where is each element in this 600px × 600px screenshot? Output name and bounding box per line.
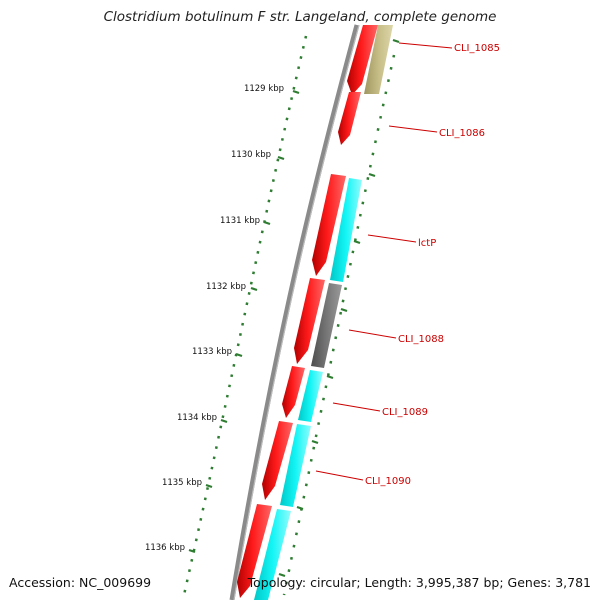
gene-label-cli1090[interactable]: CLI_1090 [365,476,411,487]
cog-block-lctp [330,178,362,282]
cog-block-cli1088 [311,283,342,368]
ruler-label: 1131 kbp [220,216,260,226]
ruler-label: 1136 kbp [145,543,185,553]
cog-block-cli1085 [364,25,393,94]
gene-label-lctp[interactable]: lctP [418,238,436,249]
gene-label-cli1085[interactable]: CLI_1085 [454,43,500,54]
gene-labels: CLI_1085 CLI_1086 lctP CLI_1088 CLI_1089… [315,42,500,487]
cog-feature-track [254,25,393,600]
gene-arrow-cli1089[interactable] [282,366,305,418]
ruler-label: 1135 kbp [162,478,202,488]
gene-arrow-cli1085[interactable] [347,25,378,95]
cog-block-cli1089 [298,370,323,422]
gene-label-cli1086[interactable]: CLI_1086 [439,128,485,139]
ruler-label: 1129 kbp [244,84,284,94]
ruler-dots [182,35,308,596]
genome-title: Clostridium botulinum F str. Langeland, … [103,9,497,25]
ruler-label: 1133 kbp [192,347,232,357]
gene-arrow-next[interactable] [237,504,272,598]
genome-summary-text: Topology: circular; Length: 3,995,387 bp… [247,575,591,590]
ruler-label: 1130 kbp [231,150,271,160]
ruler-label: 1132 kbp [206,282,246,292]
gene-arrow-cli1088[interactable] [294,278,325,364]
gene-label-cli1088[interactable]: CLI_1088 [398,334,444,345]
genome-backbone [229,24,360,600]
ruler-labels: 1129 kbp 1130 kbp 1131 kbp 1132 kbp 1133… [145,84,284,553]
gene-arrow-cli1086[interactable] [338,92,361,145]
ruler-major-ticks [188,89,300,554]
feature-ticks [278,38,400,578]
gene-arrow-lctp[interactable] [312,174,346,276]
gene-arrow-cli1090[interactable] [262,421,293,500]
gene-label-cli1089[interactable]: CLI_1089 [382,407,428,418]
genome-backbone-highlight [233,24,360,600]
accession-text: Accession: NC_009699 [9,575,152,590]
cog-block-next [254,509,291,600]
ruler-label: 1134 kbp [177,413,217,423]
cog-block-cli1090 [280,424,311,507]
forward-gene-track [237,25,378,598]
